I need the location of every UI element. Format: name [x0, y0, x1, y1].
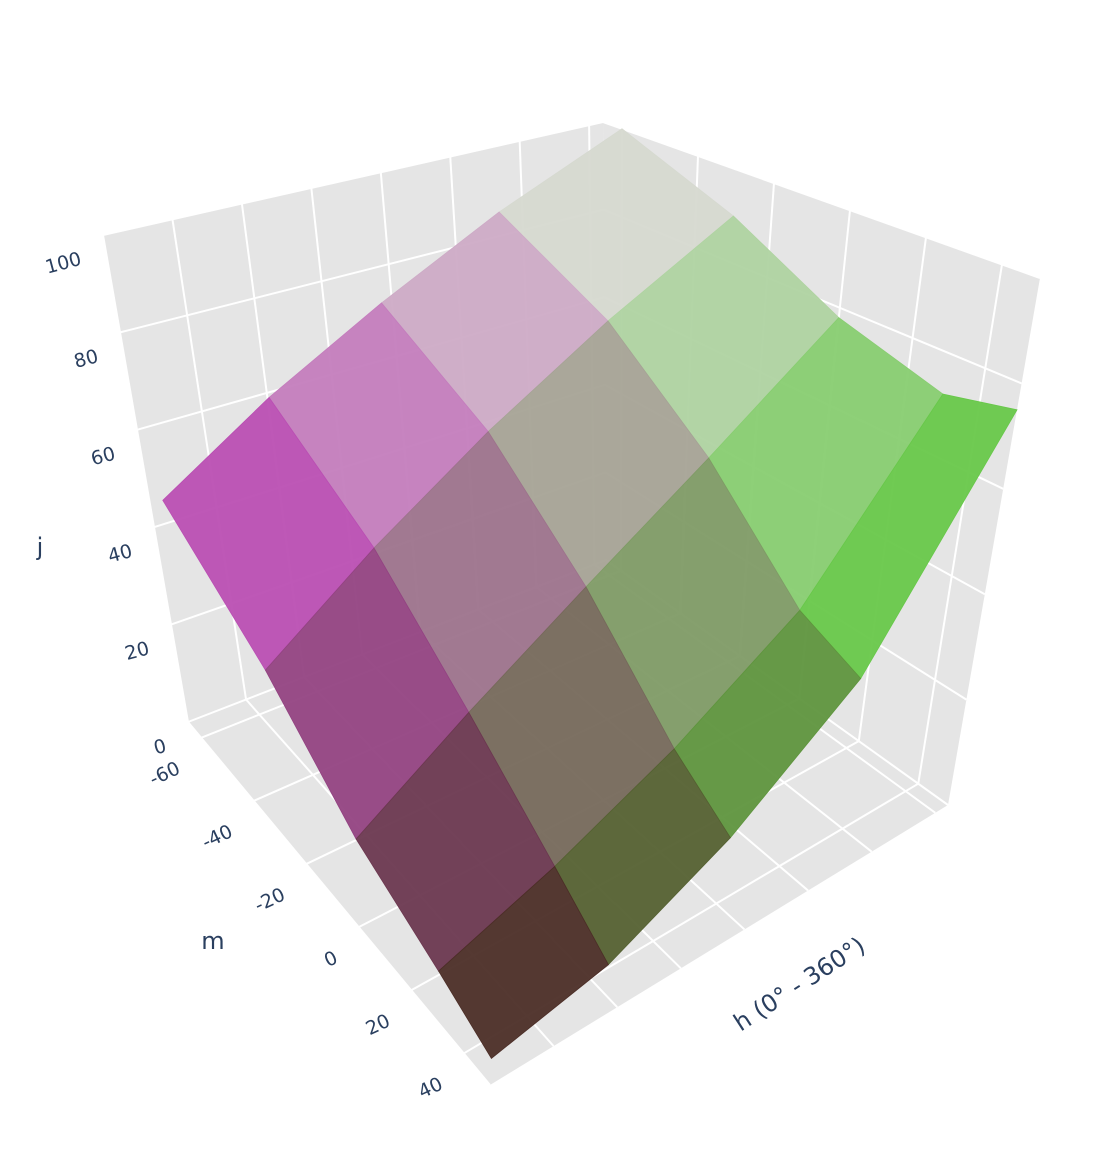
surface-cell — [438, 865, 609, 1059]
z-tick-label: 80 — [72, 345, 101, 373]
y-tick-label: 20 — [362, 1010, 393, 1040]
y-tick-label: -20 — [251, 884, 288, 917]
z-axis-title: j — [36, 533, 44, 561]
y-tick-label: -60 — [146, 757, 183, 790]
grid-line — [102, 234, 189, 723]
grid-line — [602, 121, 1041, 279]
scene: 0 20 40 60 80 100 -60 -40 -20 0 20 40 — [43, 121, 1041, 1103]
z-tick-label: 40 — [106, 540, 135, 568]
y-tick-label: -40 — [199, 820, 236, 853]
grid-line — [187, 721, 491, 1086]
y-tick-label: 40 — [415, 1073, 446, 1103]
z-tick-label: 20 — [123, 637, 152, 665]
y-axis-title: m — [201, 927, 224, 955]
z-tick-label: 100 — [43, 248, 84, 279]
y-tick-label: 0 — [321, 947, 341, 972]
x-axis-title: h (0° - 360°) — [729, 931, 871, 1036]
z-tick-label: 0 — [151, 735, 168, 759]
z-tick-label: 60 — [89, 443, 118, 471]
grid-line — [917, 264, 1003, 784]
